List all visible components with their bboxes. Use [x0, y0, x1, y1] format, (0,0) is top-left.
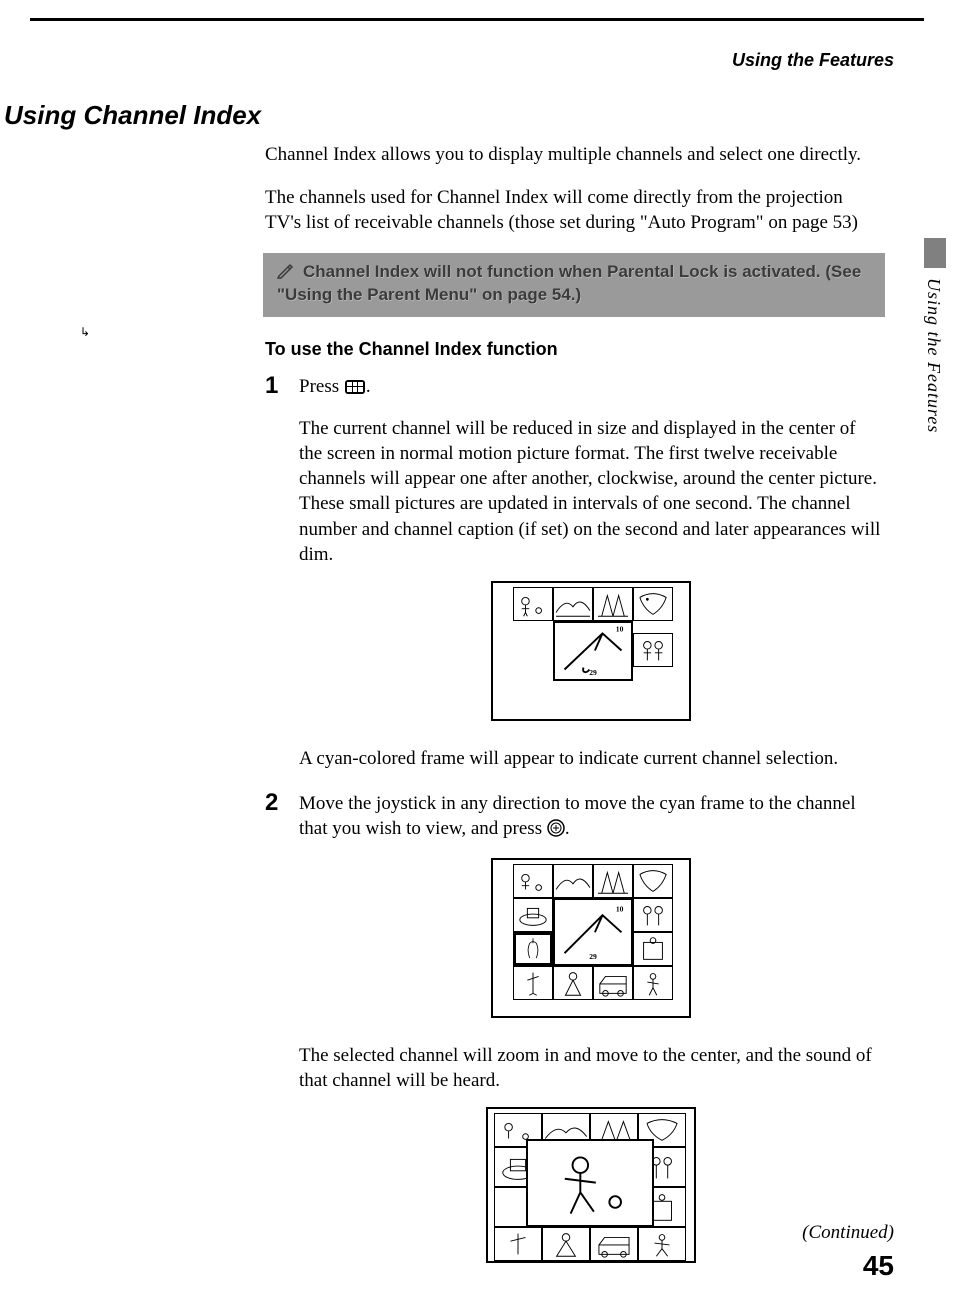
side-chapter-label: Using the Features [923, 278, 944, 433]
thumb-cell [633, 633, 673, 667]
channel-index-button-icon [344, 377, 366, 402]
thumb-cell [633, 587, 673, 621]
step-2: 2 Move the joystick in any direction to … [265, 791, 883, 1288]
step-2-instruction: Move the joystick in any direction to mo… [299, 791, 883, 844]
thumb-cell [633, 966, 673, 1000]
thumb-cell [513, 587, 553, 621]
joystick-press-icon [547, 819, 565, 844]
intro-paragraph-1: Channel Index allows you to display mult… [265, 142, 883, 167]
thumb-cell [513, 966, 553, 1000]
svg-text:29: 29 [589, 952, 597, 961]
thumb-cell [633, 932, 673, 966]
thumb-cell [593, 587, 633, 621]
thumb-cell [590, 1227, 638, 1261]
continued-label: (Continued) [802, 1222, 894, 1244]
svg-text:29: 29 [589, 668, 597, 677]
figure-1: 10 29 [299, 581, 883, 726]
thumb-cell [513, 864, 553, 898]
intro-paragraph-2: The channels used for Channel Index will… [265, 185, 883, 235]
pencil-icon [277, 263, 295, 284]
svg-text:10: 10 [616, 625, 624, 634]
page-number: 45 [863, 1250, 894, 1282]
step-2-after-figure: The selected channel will zoom in and mo… [299, 1043, 883, 1093]
center-channel: 10 29 [553, 898, 633, 966]
center-channel-zoomed [526, 1139, 654, 1227]
center-channel: 10 29 [553, 621, 633, 681]
thumb-cell-selected [513, 932, 553, 966]
thumb-cell [553, 587, 593, 621]
figure-2: 10 29 [299, 858, 883, 1023]
note-text: Channel Index will not function when Par… [277, 262, 861, 304]
top-rule [30, 18, 924, 21]
step-number: 1 [265, 374, 299, 785]
thumb-cell [494, 1227, 542, 1261]
thumb-cell [633, 898, 673, 932]
thumb-cell [593, 966, 633, 1000]
chapter-header: Using the Features [732, 50, 894, 71]
step-1-text-a: Press [299, 376, 344, 397]
thumb-cell [542, 1227, 590, 1261]
side-thumb-tab [924, 238, 946, 268]
section-title: Using Channel Index [4, 100, 261, 131]
body-column: Channel Index allows you to display mult… [265, 142, 883, 1294]
svg-text:10: 10 [616, 904, 624, 913]
step-1-instruction: Press . [299, 374, 883, 402]
figure-3 [299, 1107, 883, 1268]
thumb-cell [638, 1227, 686, 1261]
thumb-cell [553, 864, 593, 898]
stray-mark-icon: ↳ [80, 325, 90, 340]
thumb-cell [553, 966, 593, 1000]
step-2-text-b: . [565, 818, 570, 839]
step-1: 1 Press . The current channel will be re… [265, 374, 883, 785]
step-2-text-a: Move the joystick in any direction to mo… [299, 793, 856, 839]
thumb-cell [633, 864, 673, 898]
step-1-after-figure: A cyan-colored frame will appear to indi… [299, 746, 883, 771]
step-1-text-b: . [366, 376, 371, 397]
step-1-description: The current channel will be reduced in s… [299, 416, 883, 566]
thumb-cell [513, 898, 553, 932]
step-number: 2 [265, 791, 299, 1288]
subheading: To use the Channel Index function [265, 339, 883, 360]
note-callout: Channel Index will not function when Par… [263, 253, 885, 317]
thumb-cell [593, 864, 633, 898]
